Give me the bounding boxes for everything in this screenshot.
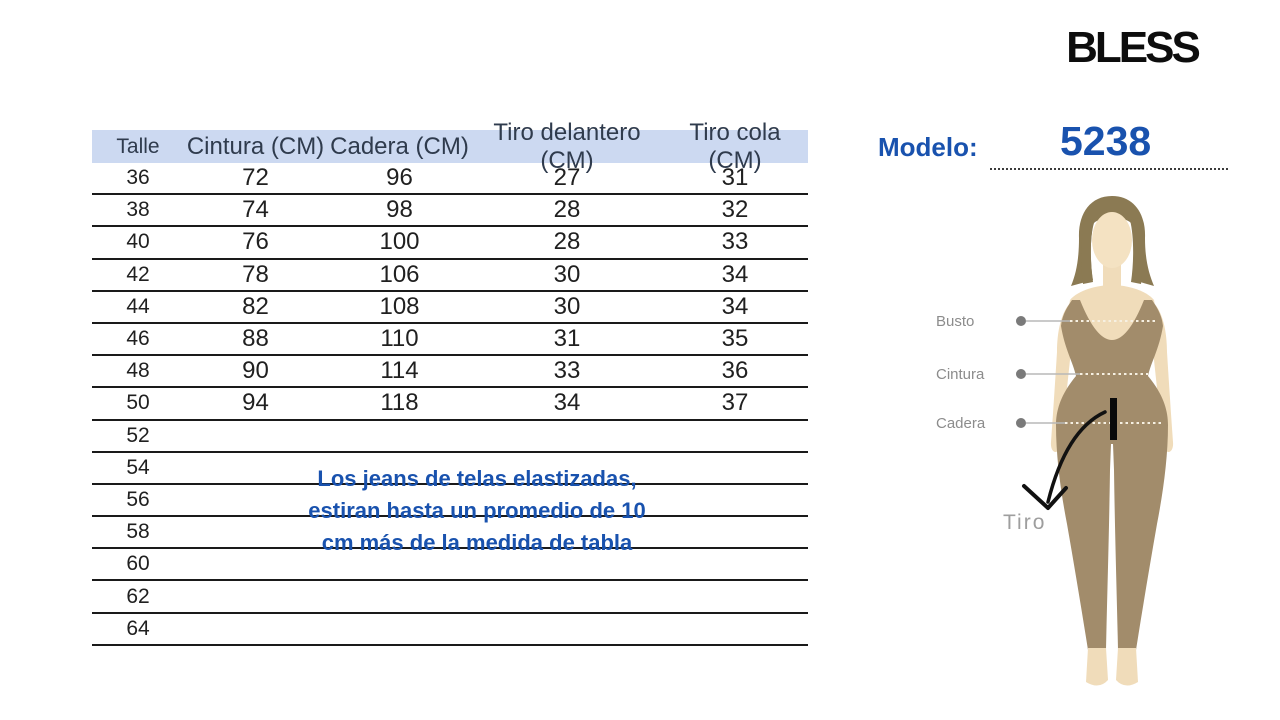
cadera-label: Cadera: [936, 415, 986, 432]
brand-logo: BLESS: [1066, 23, 1201, 72]
cell-cintura: 78: [242, 260, 269, 288]
cell-tiro_delantero: 28: [553, 228, 581, 256]
cell-talle: 52: [126, 423, 150, 447]
size-table-body: 36 72 96 27 31 38 74 98 28 32 40 76 100 28 33 42 78 106 30…: [92, 163, 808, 646]
model-number: 5238: [1060, 118, 1152, 164]
table-row: 50 94 118 34 37: [92, 388, 808, 421]
cell-cintura: 72: [242, 164, 269, 192]
cell-cadera: 96: [386, 164, 413, 192]
cell-tiro_delantero: 30: [553, 260, 581, 288]
table-row: 56: [92, 485, 808, 518]
cell-tiro_delantero: 34: [553, 389, 581, 417]
cell-cintura: 88: [242, 325, 269, 353]
busto-dot: [1016, 316, 1026, 326]
cell-talle: 64: [126, 616, 150, 640]
column-header-talle: Talle: [116, 134, 160, 158]
figure-right-foot: [1116, 648, 1138, 686]
cell-cadera: 100: [379, 228, 420, 256]
model-label: Modelo:: [878, 132, 978, 162]
cell-tiro_cola: 31: [721, 164, 749, 192]
column-header-tiro-delantero: Tiro delantero (CM): [493, 118, 641, 174]
size-table: Talle Cintura (CM) Cadera (CM) Tiro dela…: [92, 119, 808, 646]
stretch-note-line-2: estiran hasta un promedio de 10: [308, 498, 646, 524]
table-row: 40 76 100 28 33: [92, 227, 808, 260]
busto-label: Busto: [936, 313, 974, 330]
cell-talle: 40: [126, 230, 150, 254]
cell-talle: 36: [126, 166, 150, 190]
cell-cintura: 90: [242, 357, 269, 385]
cell-talle: 54: [126, 455, 150, 479]
figure-hair: [1071, 196, 1154, 286]
cell-tiro_cola: 34: [721, 260, 749, 288]
cell-talle: 50: [126, 391, 150, 415]
table-row: 36 72 96 27 31: [92, 163, 808, 196]
cell-cintura: 74: [242, 196, 269, 224]
cell-cadera: 106: [379, 260, 420, 288]
table-row: 46 88 110 31 35: [92, 324, 808, 357]
cell-tiro_cola: 37: [721, 389, 749, 417]
cell-tiro_delantero: 33: [553, 357, 581, 385]
tiro-label: Tiro: [1003, 511, 1046, 534]
cell-talle: 56: [126, 487, 150, 511]
cell-talle: 38: [126, 198, 150, 222]
tiro-arrow-head: [1022, 484, 1068, 510]
stretch-note: Los jeans de telas elastizadas, estiran …: [157, 463, 797, 560]
table-row: 44 82 108 30 34: [92, 292, 808, 324]
tiro-arrow-curve: [1046, 410, 1107, 504]
cell-talle: 46: [126, 327, 150, 351]
table-row: 58: [92, 517, 808, 550]
cell-tiro_cola: 32: [721, 196, 749, 224]
cell-talle: 58: [126, 520, 150, 544]
model-underline: [990, 152, 1228, 170]
cell-talle: 60: [126, 552, 150, 576]
cell-talle: 44: [126, 294, 150, 318]
table-row: 52: [92, 421, 808, 453]
cell-tiro_cola: 35: [721, 325, 749, 353]
cell-cintura: 94: [242, 389, 269, 417]
cell-tiro_delantero: 30: [553, 292, 581, 320]
cell-talle: 42: [126, 262, 150, 286]
cell-tiro_delantero: 28: [553, 196, 581, 224]
cintura-dot: [1016, 369, 1026, 379]
cintura-label: Cintura: [936, 366, 985, 383]
table-row: 60: [92, 549, 808, 582]
column-header-cadera: Cadera (CM): [330, 132, 469, 160]
table-row: 42 78 106 30 34: [92, 260, 808, 292]
cadera-dot: [1016, 418, 1026, 428]
cell-cadera: 118: [380, 389, 419, 417]
cell-cadera: 114: [380, 357, 419, 385]
cell-tiro_cola: 33: [721, 228, 749, 256]
table-row: 54: [92, 453, 808, 485]
cell-tiro_cola: 36: [721, 357, 749, 385]
cell-cintura: 76: [242, 228, 269, 256]
cell-cadera: 98: [386, 196, 413, 224]
cell-talle: 62: [126, 584, 150, 608]
size-table-header-row: Talle Cintura (CM) Cadera (CM) Tiro dela…: [92, 119, 808, 174]
cell-talle: 48: [126, 359, 150, 383]
body-measurement-figure: Busto Cintura Cadera Tiro: [936, 196, 1174, 686]
table-row: 48 90 114 33 36: [92, 356, 808, 389]
figure-hair-front: [1081, 218, 1143, 284]
cell-tiro_delantero: 31: [553, 325, 581, 353]
cell-cintura: 82: [242, 292, 269, 320]
table-row: 62: [92, 581, 808, 614]
figure-face: [1092, 212, 1132, 268]
table-row: 38 74 98 28 32: [92, 195, 808, 228]
column-header-cintura: Cintura (CM): [186, 132, 325, 160]
cell-cadera: 108: [379, 292, 420, 320]
table-row: 64: [92, 614, 808, 646]
stretch-note-line-1: Los jeans de telas elastizadas,: [317, 466, 637, 491]
figure-bodysuit: [1056, 300, 1168, 650]
tiro-marker-bar: [1110, 398, 1117, 440]
cell-tiro_cola: 34: [721, 292, 749, 320]
figure-left-foot: [1086, 648, 1108, 686]
cell-cadera: 110: [380, 325, 419, 353]
stretch-note-line-3: cm más de la medida de tabla: [321, 530, 633, 556]
cell-tiro_delantero: 27: [553, 164, 581, 192]
column-header-tiro-cola: Tiro cola (CM): [689, 118, 781, 174]
